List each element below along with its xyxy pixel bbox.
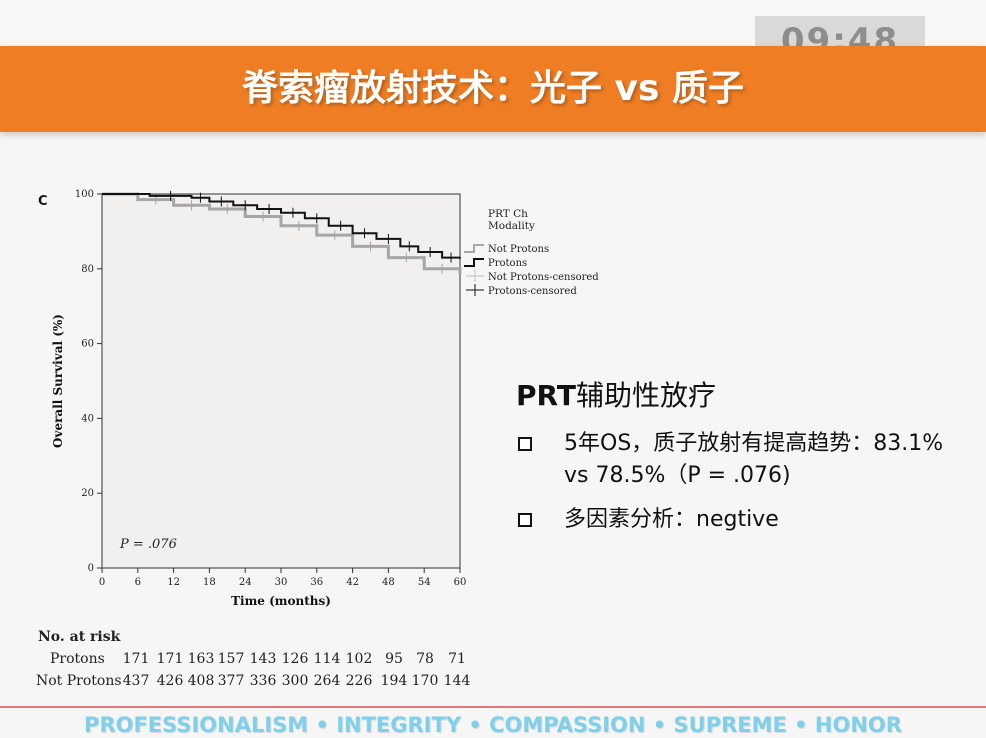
risk-cell: 157 — [217, 651, 245, 667]
series-line-protons — [102, 193, 461, 259]
finding-bullet: 多因素分析：negtive — [516, 504, 956, 536]
y-tick-label: 60 — [81, 339, 94, 350]
risk-row-label: Protons — [50, 651, 105, 667]
risk-cell: 336 — [249, 673, 277, 689]
square-bullet-icon — [518, 437, 532, 451]
legend-entry: Protons — [488, 258, 527, 269]
legend-swatch — [464, 258, 484, 267]
legend-entry: Protons-censored — [488, 286, 577, 297]
x-tick-label: 36 — [310, 577, 323, 588]
y-tick-label: 20 — [81, 488, 94, 499]
risk-cell: 426 — [156, 673, 184, 689]
y-tick-label: 80 — [81, 264, 94, 275]
legend-title: Modality — [488, 220, 535, 232]
risk-table: No. at risk Protons 171 171 163 157 143 … — [28, 626, 478, 692]
x-tick-label: 24 — [239, 577, 252, 588]
risk-cell: 71 — [448, 651, 466, 667]
x-tick-label: 30 — [275, 577, 288, 588]
slide-title: 脊索瘤放射技术：光子 vs 质子 — [242, 68, 744, 109]
risk-row-protons: Protons 171 171 163 157 143 126 114 102 … — [28, 648, 478, 670]
risk-cell: 143 — [249, 651, 277, 667]
title-bar: 脊索瘤放射技术：光子 vs 质子 — [0, 46, 986, 132]
risk-cell: 377 — [217, 673, 245, 689]
x-tick-label: 0 — [99, 577, 105, 588]
risk-cell: 194 — [380, 673, 408, 689]
survival-chart: C 0 6 12 18 24 30 36 42 48 54 60 0 20 40 60 80 100 Time (m… — [28, 180, 618, 620]
p-value-annotation: P = .076 — [119, 537, 177, 552]
x-tick-label: 60 — [454, 577, 467, 588]
risk-cell: 144 — [443, 673, 471, 689]
risk-table-title: No. at risk — [38, 629, 121, 645]
risk-cell: 114 — [313, 651, 341, 667]
x-tick-label: 48 — [382, 577, 395, 588]
finding-bullet: 5年OS，质子放射有提高趋势：83.1% vs 78.5%（P = .076) — [516, 428, 956, 492]
risk-cell: 126 — [281, 651, 309, 667]
legend-swatch — [464, 244, 484, 253]
y-tick-label: 100 — [75, 189, 94, 200]
series-line-not-protons — [102, 192, 462, 275]
square-bullet-icon — [518, 513, 532, 527]
km-chart-svg: C 0 6 12 18 24 30 36 42 48 54 60 0 20 40 60 80 100 Time (m… — [38, 189, 599, 608]
finding-text: 5年OS，质子放射有提高趋势：83.1% vs 78.5%（P = .076) — [564, 431, 944, 488]
risk-cell: 78 — [416, 651, 434, 667]
risk-cell: 163 — [187, 651, 215, 667]
risk-cell: 264 — [313, 673, 341, 689]
footer-divider — [0, 706, 986, 708]
panel-title: PRT辅助性放疗 — [516, 376, 956, 416]
panel-label: C — [38, 194, 48, 209]
y-axis-label: Overall Survival (%) — [51, 314, 65, 448]
x-tick-label: 6 — [135, 577, 141, 588]
finding-text: 多因素分析：negtive — [564, 507, 779, 532]
x-tick-label: 42 — [346, 577, 359, 588]
risk-cell: 102 — [345, 651, 373, 667]
risk-cell: 226 — [345, 673, 373, 689]
risk-cell: 171 — [122, 651, 150, 667]
risk-row-label: Not Protons — [36, 673, 122, 689]
x-tick-label: 54 — [418, 577, 431, 588]
risk-row-not-protons: Not Protons 437 426 408 377 336 300 264 … — [28, 670, 478, 692]
risk-cell: 408 — [187, 673, 215, 689]
risk-cell: 171 — [156, 651, 184, 667]
x-axis-label: Time (months) — [231, 594, 331, 608]
panel-title-bold: PRT — [516, 379, 576, 412]
x-tick-label: 18 — [203, 577, 216, 588]
y-tick-label: 40 — [81, 413, 94, 424]
risk-cell: 300 — [281, 673, 309, 689]
footer-motto: PROFESSIONALISM • INTEGRITY • COMPASSION… — [84, 713, 902, 737]
legend-title: PRT Ch — [488, 208, 528, 220]
risk-cell: 170 — [411, 673, 439, 689]
risk-cell: 95 — [385, 651, 403, 667]
plot-area — [101, 193, 461, 569]
risk-cell: 437 — [122, 673, 150, 689]
y-tick-label: 0 — [88, 563, 94, 574]
legend-entry: Not Protons — [488, 244, 549, 255]
x-tick-label: 12 — [167, 577, 180, 588]
panel-title-rest: 辅助性放疗 — [575, 379, 716, 412]
findings-panel: PRT辅助性放疗 5年OS，质子放射有提高趋势：83.1% vs 78.5%（P… — [516, 376, 956, 536]
legend-entry: Not Protons-censored — [488, 272, 599, 283]
